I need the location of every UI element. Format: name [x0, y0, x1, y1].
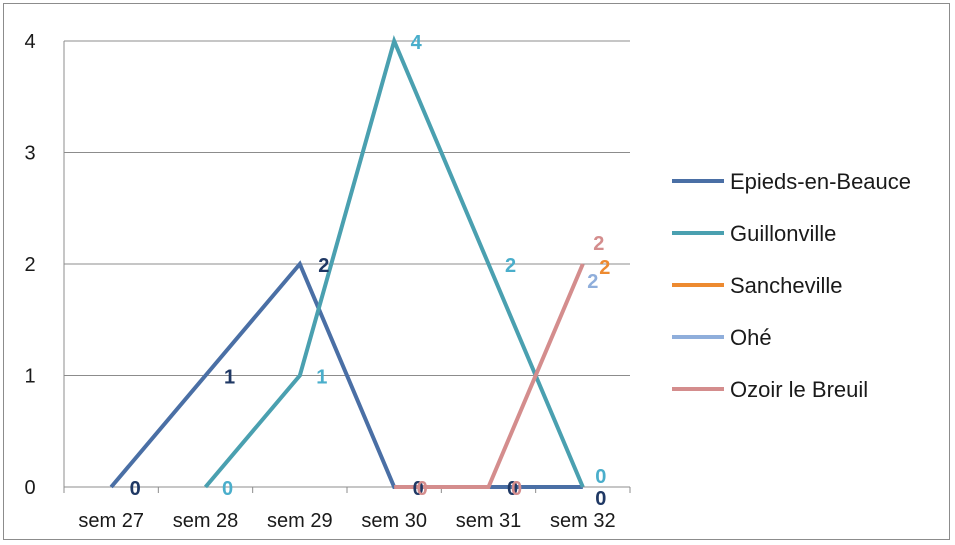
x-tick-label: sem 32 [550, 510, 616, 532]
y-tick-label: 1 [24, 366, 35, 388]
data-label: 2 [318, 255, 329, 277]
line-chart: 0 1 2 3 4 sem 27 sem 28 sem 29 sem 30 sem 31 sem 3… [24, 31, 911, 532]
data-label: 1 [316, 367, 327, 389]
data-label: 0 [130, 478, 141, 500]
data-label: 0 [595, 466, 606, 488]
series-line-1 [203, 34, 585, 489]
legend-label: Ohé [730, 325, 772, 350]
legend-label: Sancheville [730, 273, 843, 298]
x-tick-label: sem 27 [78, 510, 144, 532]
data-label: 0 [413, 478, 424, 500]
series-line-0 [109, 260, 583, 489]
data-label: 0 [507, 478, 518, 500]
y-tick-label: 2 [24, 254, 35, 276]
axes: 0 1 2 3 4 sem 27 sem 28 sem 29 sem 30 sem 31 sem 3… [24, 31, 631, 532]
data-label: 4 [411, 32, 423, 54]
legend-label: Epieds-en-Beauce [730, 169, 911, 194]
x-tick-label: sem 28 [173, 510, 239, 532]
data-label: 1 [224, 367, 235, 389]
legend-label: Ozoir le Breuil [730, 377, 868, 402]
series-line-4 [394, 263, 585, 489]
data-label: 0 [417, 478, 428, 500]
legend: Epieds-en-Beauce Guillonville Sancheville O… [672, 169, 911, 402]
y-tick-label: 4 [24, 31, 35, 53]
data-label: 0 [595, 488, 606, 510]
data-label: 0 [222, 478, 233, 500]
data-label: 0 [511, 478, 522, 500]
data-label: 2 [505, 255, 516, 277]
chart-frame: 0 1 2 3 4 sem 27 sem 28 sem 29 sem 30 sem 31 sem 3… [3, 3, 950, 540]
y-tick-label: 0 [24, 477, 35, 499]
legend-label: Guillonville [730, 221, 836, 246]
x-tick-label: sem 29 [267, 510, 333, 532]
series-lines [109, 34, 585, 489]
data-label: 2 [587, 271, 598, 293]
x-tick-label: sem 30 [361, 510, 427, 532]
data-label: 2 [599, 257, 610, 279]
y-tick-label: 3 [24, 143, 35, 165]
x-tick-label: sem 31 [456, 510, 522, 532]
data-label: 2 [593, 233, 604, 255]
